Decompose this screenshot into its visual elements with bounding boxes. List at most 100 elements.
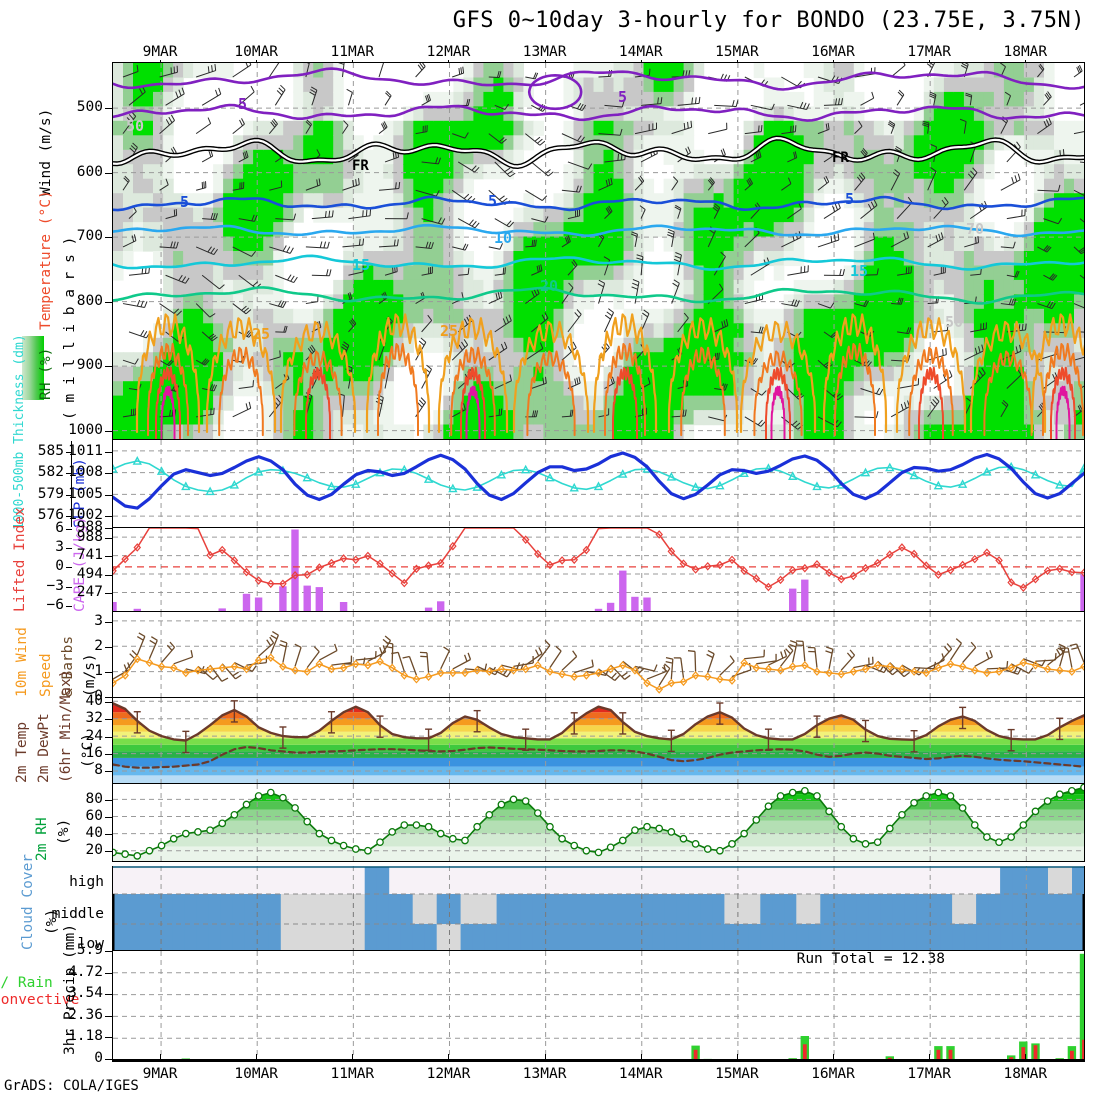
rh-marker (898, 810, 906, 819)
cloud-cell (304, 924, 318, 950)
cloud-cell (712, 894, 725, 924)
x-axis-tick-18mar: 18MAR (1003, 1066, 1048, 1082)
slp-thickness-panel[interactable] (112, 440, 1085, 528)
cloud-cell (376, 924, 390, 950)
thickness-marker (545, 472, 555, 482)
cloud-cell (1072, 867, 1084, 894)
y-tickmark (105, 430, 112, 432)
rh-marker (461, 836, 469, 845)
cloud-cell (760, 924, 773, 950)
cloud-cell (256, 894, 270, 924)
cloud-cell (376, 894, 390, 924)
rh-marker (376, 838, 384, 847)
cloud-cell (532, 924, 546, 950)
y-tick-precip-0: 0 (94, 1050, 103, 1066)
cloud-cell (820, 894, 833, 924)
cloud-cell (964, 924, 977, 950)
cloud-cell (544, 894, 558, 924)
thickness-axis-line (71, 441, 72, 527)
cloud-cell (376, 867, 390, 894)
rh-marker (242, 800, 251, 809)
cloud-cell (784, 924, 797, 950)
cloud-cell (1048, 867, 1061, 894)
x-axis-tickmark (640, 1054, 642, 1062)
precip-panel[interactable] (112, 950, 1085, 1060)
wind-barb (1035, 659, 1056, 662)
cloud-cell (1036, 924, 1049, 950)
wind-10m-panel[interactable] (112, 612, 1085, 698)
y-tickmark (105, 237, 112, 239)
precip-convective-bar (887, 1057, 892, 1059)
cloud-cell (316, 894, 330, 924)
y-tickmark (105, 771, 112, 773)
wind-marker (436, 668, 445, 678)
cloud-cell (856, 924, 869, 950)
cape-lifted-index-panel[interactable] (112, 528, 1085, 612)
li-marker (546, 560, 554, 570)
temp-bubble (155, 366, 181, 439)
temp-bubble (365, 313, 431, 433)
cape-bar (133, 608, 141, 611)
thickness-marker (618, 469, 628, 478)
cloud-cell (964, 894, 977, 924)
rh-marker (181, 829, 190, 838)
temp-bubble (526, 350, 576, 437)
x-axis-bottom: 9MAR 10MAR 11MAR 12MAR 13MAR 14MAR 15MAR 16MAR 1… (112, 1054, 1085, 1084)
cloud-cell (952, 894, 965, 924)
rh-marker (703, 845, 712, 853)
rh-marker (1080, 784, 1084, 792)
cloud-cell (520, 894, 534, 924)
wind-marker (995, 667, 1003, 676)
li-marker (266, 579, 275, 589)
cloud-cell (232, 924, 246, 950)
slp-line (113, 451, 1084, 510)
x-axis-tick-11mar: 11MAR (330, 1066, 375, 1082)
cloud-cover-panel[interactable] (112, 866, 1085, 950)
cloud-cell (125, 924, 138, 950)
temp-contour (113, 195, 1084, 212)
cloud-cell (496, 894, 510, 924)
cloud-cell (388, 894, 402, 924)
y-tick-rh-60: 60 (85, 808, 103, 825)
cloud-cell (580, 924, 593, 950)
cape-bar (218, 608, 226, 611)
rh-2m-panel[interactable] (112, 784, 1085, 862)
cloud-row-label-low: low (77, 936, 104, 952)
precip-convective-bar (1033, 1045, 1038, 1059)
cloud-cell (976, 894, 989, 924)
y-tickmark (105, 473, 112, 475)
cloud-cell (340, 894, 354, 924)
y-tickmark (105, 972, 112, 974)
wind-marker (315, 659, 324, 669)
cloud-cell (760, 894, 773, 924)
li-marker (449, 541, 457, 551)
wind-marker (291, 666, 299, 675)
cape-bar (643, 597, 651, 611)
cloud-cell (113, 894, 126, 924)
y-tick-temp-32: 32 (85, 710, 103, 727)
li-marker (837, 574, 846, 584)
li-marker (521, 535, 530, 544)
thickness-marker (569, 482, 579, 492)
rh-marker (436, 829, 445, 838)
cloud-cell (1000, 867, 1013, 894)
y-tick-pressure-800: 800 (76, 292, 103, 309)
temp-dewpoint-panel[interactable] (112, 698, 1085, 784)
rh-marker (679, 834, 688, 843)
li-marker (206, 550, 214, 560)
li-marker (740, 566, 748, 576)
temp-bubble (918, 366, 944, 439)
x-axis-tick-10mar: 10MAR (234, 1066, 279, 1082)
cloud-cell (220, 924, 234, 950)
cloud-cell (352, 924, 366, 950)
y-tick-thickness-579: 579 (37, 485, 64, 502)
rh-marker (351, 845, 360, 853)
rh-marker (813, 792, 821, 800)
precip-total-bar (703, 1058, 712, 1059)
cloud-cell (436, 924, 450, 950)
wind-marker (133, 654, 142, 664)
rh-marker (133, 852, 142, 860)
upper-air-cross-section[interactable] (112, 62, 1085, 440)
wind-marker (1068, 667, 1076, 676)
y-tick-wind-2: 2 (94, 637, 103, 654)
